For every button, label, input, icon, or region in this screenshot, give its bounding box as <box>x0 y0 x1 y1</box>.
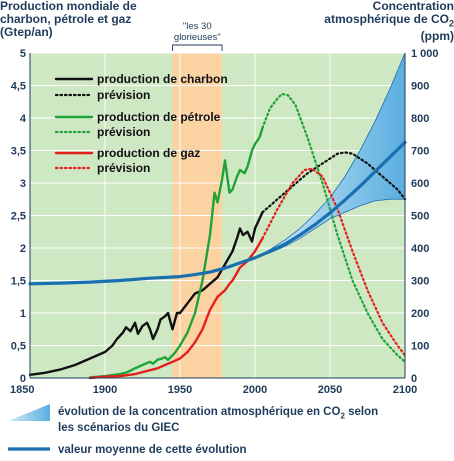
y-left-tick-label: 4 <box>20 113 27 125</box>
band-legend-text: évolution de la concentration atmosphéri… <box>58 406 378 434</box>
period-label-line2: glorieuses" <box>174 32 221 43</box>
y-left-tick-label: 1,5 <box>11 276 26 288</box>
legend-label-coal-forecast: prévision <box>97 88 150 102</box>
y-right-tick-label: 700 <box>411 146 429 158</box>
legend-label-gas: production de gaz <box>97 146 200 160</box>
x-tick-label: 2100 <box>393 384 417 396</box>
y-left-tick-label: 5 <box>20 48 26 60</box>
mean-legend-text: valeur moyenne de cette évolution <box>58 444 247 456</box>
band-legend-line2: les scénarios du GIEC <box>58 422 180 435</box>
series-line-0 <box>28 211 264 376</box>
y-right-tick-label: 900 <box>411 81 429 93</box>
series-line-6 <box>28 140 407 286</box>
y-left-tick-label: 0 <box>20 373 26 385</box>
legend-label-gas-forecast: prévision <box>97 161 150 175</box>
y-left-tick-label: 2 <box>20 243 26 255</box>
y-left-tick-label: 3,5 <box>11 146 26 158</box>
left-title-line-2: charbon, pétrole et gaz <box>0 12 132 26</box>
y-right-tick-label: 800 <box>411 113 429 125</box>
x-tick-label: 1850 <box>10 384 34 396</box>
left-title-line-3: (Gtep/an) <box>0 25 53 39</box>
series-line-1 <box>261 151 407 214</box>
legend-label-coal: production de charbon <box>97 72 228 86</box>
left-axis-title: Production mondiale de charbon, pétrole … <box>0 0 180 39</box>
y-left-tick-label: 0,5 <box>11 341 26 353</box>
x-tick-label: 1900 <box>93 384 117 396</box>
y-right-tick-label: 100 <box>411 341 429 353</box>
right-title-sub: 2 <box>448 18 454 29</box>
left-title-line-1: Production mondiale de <box>0 0 137 13</box>
x-tick-label: 2000 <box>243 384 267 396</box>
y-right-tick-label: 200 <box>411 308 429 320</box>
y-left-tick-label: 1 <box>20 308 26 320</box>
series-line-5 <box>261 167 407 357</box>
band-legend-sub: 2 <box>340 411 345 421</box>
x-tick-label: 2050 <box>318 384 342 396</box>
legend-label-oil: production de pétrole <box>97 110 221 124</box>
band-legend-swatch <box>8 404 50 421</box>
y-right-tick-label: 600 <box>411 178 429 190</box>
right-title-line-2: atmosphérique de CO2 <box>254 13 454 30</box>
series-line-3 <box>261 92 407 363</box>
period-label-line1: "les 30 <box>183 21 212 32</box>
y-left-tick-label: 2,5 <box>11 211 26 223</box>
right-title-line-3: (ppm) <box>420 29 454 44</box>
y-left-tick-label: 4,5 <box>11 81 26 93</box>
legend-label-oil-forecast: prévision <box>97 125 150 139</box>
series-line-2 <box>88 126 264 379</box>
y-right-tick-label: 1 000 <box>411 48 439 60</box>
right-title-line-1: Concentration <box>372 0 454 13</box>
y-right-tick-label: 300 <box>411 276 429 288</box>
band-legend-line1-end: selon <box>344 406 379 418</box>
x-tick-label: 1950 <box>168 384 192 396</box>
period-bracket <box>172 44 223 51</box>
band-legend-line1: évolution de la concentration atmosphéri… <box>58 406 341 418</box>
y-right-tick-label: 400 <box>411 243 429 255</box>
y-left-tick-label: 3 <box>20 178 26 190</box>
y-right-tick-label: 0 <box>411 373 417 385</box>
right-axis-title: Concentration atmosphérique de CO2 (ppm) <box>254 0 454 43</box>
right-title-co: atmosphérique de CO <box>324 12 449 26</box>
y-right-tick-label: 500 <box>411 211 429 223</box>
series-line-4 <box>88 237 264 380</box>
